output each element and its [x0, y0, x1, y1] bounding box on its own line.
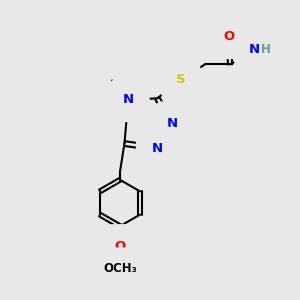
Text: N: N	[123, 93, 134, 106]
Text: S: S	[176, 74, 185, 86]
Text: O: O	[223, 30, 234, 43]
Text: O: O	[114, 240, 126, 253]
Text: N: N	[152, 142, 163, 155]
Text: H: H	[261, 43, 271, 56]
Text: N: N	[249, 43, 260, 56]
Text: OCH₃: OCH₃	[103, 262, 137, 275]
Text: N: N	[167, 117, 178, 130]
